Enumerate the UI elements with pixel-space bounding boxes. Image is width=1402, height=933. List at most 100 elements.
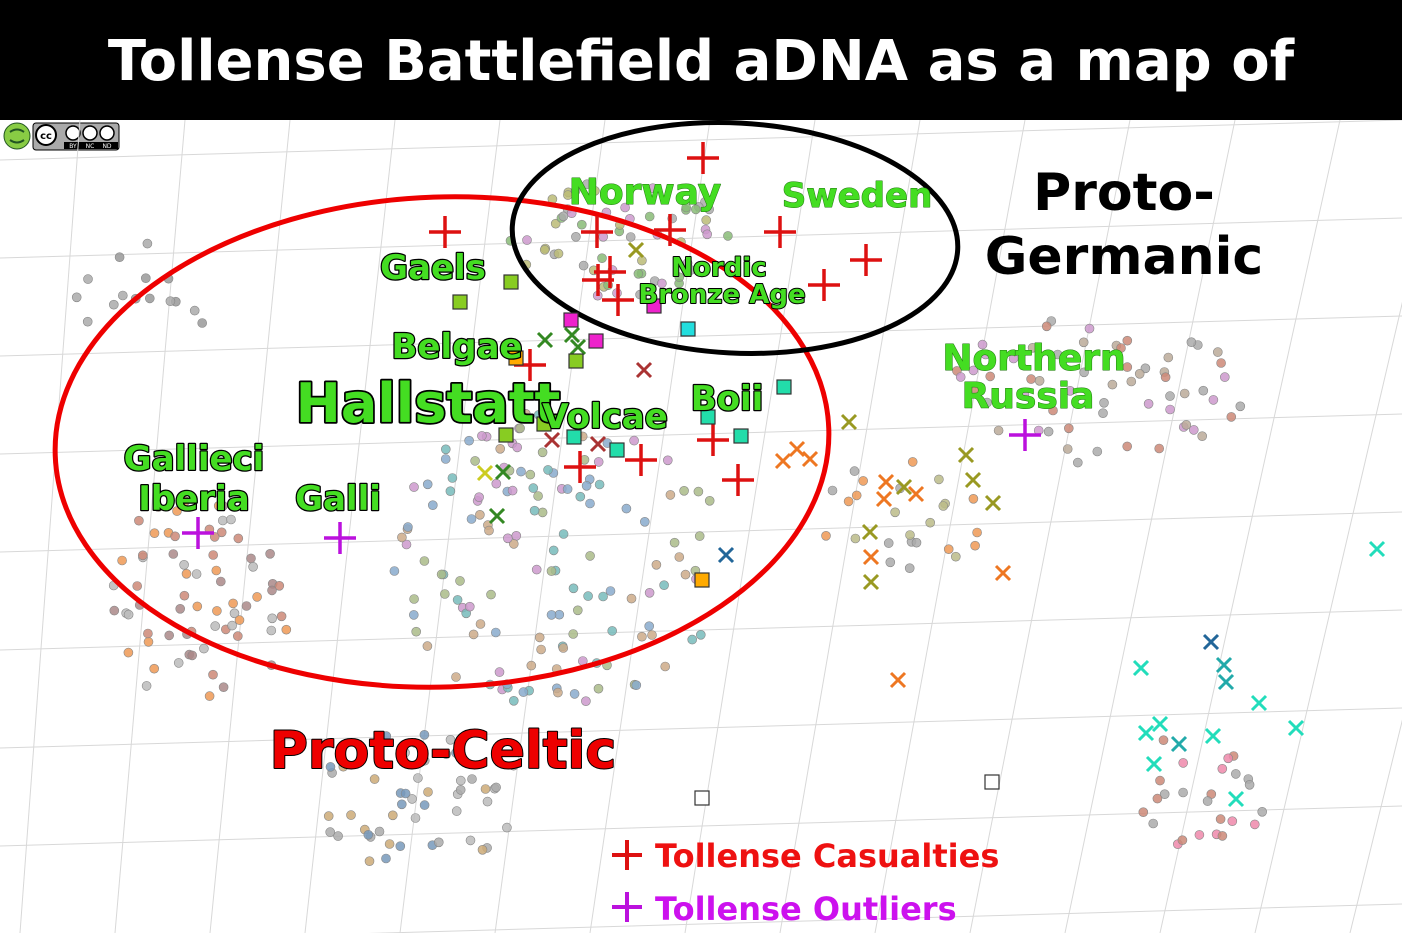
reference-dot	[553, 248, 564, 259]
reference-dot	[208, 669, 218, 680]
reference-dot	[419, 556, 430, 566]
region-label-proto-celtic: Proto-Celtic	[270, 721, 616, 781]
reference-cross-marker	[1151, 715, 1169, 733]
reference-square-marker	[563, 312, 579, 328]
reference-cross-marker	[994, 564, 1012, 582]
legend: Tollense Casualties Tollense Outliers	[612, 837, 999, 928]
reference-dot	[213, 500, 224, 511]
legend-item-casualties: Tollense Casualties	[612, 837, 999, 875]
reference-dot	[563, 190, 573, 200]
reference-dot	[679, 485, 689, 496]
reference-dot	[374, 826, 385, 837]
reference-dot	[644, 211, 655, 222]
reference-dot	[234, 615, 245, 625]
reference-dot	[1216, 358, 1226, 368]
reference-dot	[384, 839, 395, 849]
reference-dot	[410, 738, 420, 748]
reference-cross-marker	[984, 494, 1002, 512]
reference-dot	[132, 581, 142, 591]
reference-dot	[850, 533, 861, 544]
reference-cross-marker	[1287, 719, 1305, 737]
reference-dot	[381, 853, 391, 864]
population-labels: Norway Sweden Nordic Bronze Age Gaels Be…	[122, 163, 1263, 782]
reference-dot	[191, 569, 202, 579]
reference-dot	[491, 782, 501, 793]
reference-dot	[515, 423, 525, 434]
reference-dot	[553, 687, 563, 698]
reference-dot	[172, 506, 182, 516]
reference-dot	[702, 229, 713, 240]
casualty-marker	[808, 269, 840, 301]
reference-dot	[138, 550, 148, 561]
reference-cross-marker	[774, 452, 792, 470]
reference-dot	[141, 273, 151, 284]
reference-dot	[943, 544, 954, 555]
reference-dot	[1122, 335, 1133, 346]
reference-dot	[827, 485, 838, 496]
reference-dot	[674, 272, 685, 283]
casualty-marker	[581, 216, 613, 248]
reference-dot	[647, 183, 658, 193]
reference-dot	[467, 774, 477, 784]
reference-dot	[968, 365, 979, 376]
reference-dot	[539, 245, 550, 255]
reference-cross-marker	[1215, 656, 1233, 674]
grid-line-v	[684, 120, 816, 933]
reference-square-marker	[452, 294, 468, 310]
reference-square-marker	[508, 350, 524, 366]
reference-dot	[1177, 835, 1188, 846]
reference-dot	[843, 496, 854, 507]
reference-dot	[1078, 337, 1089, 348]
casualty-marker	[602, 284, 634, 316]
reference-dot	[364, 856, 375, 867]
grid-line-h	[0, 120, 1402, 161]
background-sample-dots	[71, 179, 1267, 867]
reference-dot	[558, 643, 569, 653]
reference-dot	[451, 806, 462, 816]
casualty-marker	[697, 424, 729, 456]
reference-dot	[143, 637, 154, 647]
reference-dot	[582, 179, 592, 189]
reference-dot	[1257, 806, 1267, 817]
reference-dot	[968, 493, 979, 504]
reference-dot	[447, 473, 458, 483]
grid-line-v	[779, 120, 921, 933]
reference-dot	[1116, 343, 1126, 353]
reference-dot	[605, 586, 616, 596]
grid-line-h	[0, 217, 1402, 259]
reference-dot	[644, 621, 655, 632]
reference-cross-marker	[875, 490, 893, 508]
reference-dot	[508, 539, 519, 549]
reference-dot	[621, 503, 632, 514]
grid-line-h	[368, 903, 1402, 933]
reference-dot	[464, 601, 475, 612]
reference-cross-marker	[717, 546, 735, 564]
reference-dot	[531, 564, 542, 575]
reference-dot	[474, 492, 484, 503]
reference-dot	[637, 631, 647, 642]
reference-dot	[1231, 769, 1241, 779]
reference-dot	[455, 775, 466, 786]
label-iberia: Iberia	[138, 479, 249, 519]
reference-dot	[660, 661, 671, 672]
reference-dot	[1178, 787, 1188, 798]
reference-dot	[482, 796, 493, 807]
reference-dot	[971, 385, 981, 395]
reference-dot	[1148, 818, 1158, 829]
reference-dot	[883, 538, 894, 548]
grid-line-v	[969, 120, 1131, 933]
reference-dot	[537, 507, 548, 518]
reference-dot	[440, 444, 451, 455]
reference-dot	[208, 550, 218, 560]
reference-dot	[164, 630, 174, 641]
reference-dot	[1215, 814, 1226, 824]
reference-dot	[571, 232, 581, 242]
reference-dot	[639, 516, 650, 527]
reference-square-marker	[776, 379, 792, 395]
reference-dot	[858, 476, 869, 486]
reference-dot	[381, 731, 392, 741]
reference-dot	[849, 466, 860, 476]
reference-dot	[82, 316, 93, 327]
casualty-marker	[687, 142, 719, 174]
reference-dot	[562, 484, 573, 494]
